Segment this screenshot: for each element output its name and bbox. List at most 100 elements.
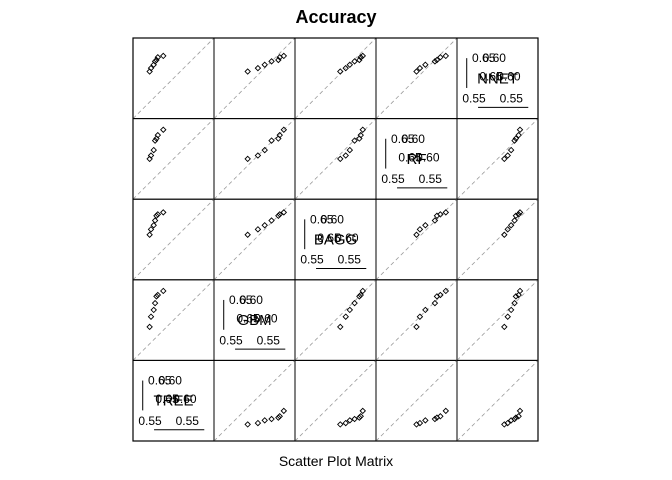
data-point-tree-nnet-6 — [160, 52, 167, 60]
identity-line-r0-c2 — [294, 37, 377, 119]
data-point-gbm-rf-3 — [268, 137, 275, 144]
data-point-gbm-nnet-1 — [254, 64, 262, 72]
data-point-bagg-nnet-6 — [359, 52, 367, 60]
tick-label-upper-a-tree: 0.60 — [159, 374, 183, 388]
data-point-gbm-bagg-5 — [276, 211, 283, 218]
identity-line-r4-c4 — [456, 360, 539, 442]
variable-label-gbm: GBM — [237, 312, 271, 329]
tick-label-right-a-bagg: 0.60 — [335, 231, 359, 245]
tick-label-right-a-gbm: 0.60 — [254, 312, 278, 326]
tick-label-right-b-nnet: 0.65 — [479, 70, 503, 84]
data-point-tree-rf-2 — [150, 146, 157, 154]
data-point-bagg-gbm-0 — [337, 323, 344, 331]
data-point-nnet-rf-1 — [504, 152, 511, 159]
data-point-rf-tree-1 — [416, 419, 424, 427]
data-point-tree-rf-1 — [147, 152, 155, 159]
data-point-gbm-tree-5 — [276, 413, 283, 420]
data-point-rf-bagg-0 — [413, 231, 420, 238]
identity-line-r2-c3 — [375, 198, 458, 281]
identity-line-r3-c0 — [132, 279, 215, 361]
data-point-nnet-gbm-1 — [504, 313, 511, 320]
tick-label-lower-right-nnet: 0.55 — [500, 91, 524, 105]
data-point-gbm-rf-0 — [244, 155, 251, 163]
identity-line-r0-c3 — [375, 37, 458, 119]
tick-label-right-b-tree: 0.65 — [155, 392, 179, 406]
data-point-tree-gbm-3 — [151, 299, 159, 307]
data-point-rf-nnet-4 — [433, 56, 441, 64]
data-point-nnet-bagg-3 — [511, 217, 518, 224]
data-point-rf-nnet-2 — [422, 61, 429, 68]
data-point-gbm-tree-1 — [254, 419, 262, 427]
tick-label-lower-left-rf: 0.55 — [381, 172, 405, 186]
data-point-rf-nnet-6 — [442, 52, 450, 60]
data-point-bagg-gbm-4 — [356, 293, 363, 300]
data-point-nnet-rf-3 — [511, 137, 518, 144]
data-point-bagg-rf-6 — [359, 126, 367, 133]
data-point-rf-tree-2 — [422, 417, 429, 424]
data-point-nnet-bagg-4 — [512, 212, 520, 220]
tick-label-right-b-rf: 0.65 — [398, 150, 422, 164]
tick-label-upper-a-nnet: 0.60 — [483, 51, 507, 65]
tick-label-right-a-nnet: 0.60 — [497, 70, 521, 84]
data-point-tree-gbm-1 — [147, 313, 155, 320]
data-point-gbm-bagg-2 — [261, 222, 268, 229]
data-point-bagg-gbm-1 — [342, 313, 349, 320]
data-point-gbm-bagg-0 — [244, 231, 251, 238]
data-point-bagg-gbm-5 — [357, 291, 364, 299]
tick-label-upper-a-rf: 0.60 — [402, 132, 426, 146]
identity-line-r1-c1 — [213, 118, 296, 200]
data-point-bagg-gbm-2 — [346, 306, 354, 314]
data-point-nnet-bagg-1 — [504, 226, 511, 233]
data-point-tree-bagg-4 — [153, 212, 160, 220]
data-point-gbm-tree-3 — [268, 415, 275, 423]
data-point-tree-gbm-4 — [153, 293, 160, 300]
identity-line-r3-c2 — [294, 279, 377, 361]
data-point-nnet-tree-6 — [516, 407, 524, 415]
data-point-bagg-rf-2 — [346, 146, 354, 154]
data-point-tree-gbm-2 — [150, 306, 157, 314]
data-point-rf-tree-5 — [437, 413, 444, 420]
tick-label-upper-b-gbm: 0.65 — [229, 293, 253, 307]
data-point-bagg-gbm-6 — [359, 287, 367, 295]
data-point-gbm-bagg-6 — [280, 209, 288, 216]
tick-label-upper-b-nnet: 0.65 — [472, 51, 496, 65]
identity-line-r0-c1 — [213, 37, 296, 119]
data-point-tree-rf-6 — [160, 126, 167, 133]
data-point-tree-bagg-6 — [160, 209, 167, 216]
data-point-bagg-tree-6 — [359, 407, 367, 415]
data-point-bagg-tree-5 — [357, 413, 364, 420]
data-point-rf-gbm-0 — [413, 323, 420, 331]
identity-line-r4-c2 — [294, 360, 377, 442]
data-point-nnet-tree-1 — [504, 419, 511, 427]
data-point-tree-nnet-5 — [154, 54, 162, 61]
tick-label-lower-right-tree: 0.55 — [176, 414, 200, 428]
data-point-bagg-tree-2 — [346, 417, 354, 424]
variable-label-nnet: NNET — [477, 70, 518, 87]
data-point-gbm-tree-4 — [275, 414, 282, 421]
data-point-nnet-bagg-5 — [515, 211, 522, 218]
data-point-rf-nnet-3 — [431, 58, 439, 65]
identity-line-r3-c4 — [456, 279, 539, 361]
data-point-rf-bagg-1 — [416, 226, 424, 233]
tick-label-lower-right-bagg: 0.55 — [338, 253, 362, 267]
matrix-frame — [132, 37, 539, 442]
identity-line-r2-c1 — [213, 198, 296, 281]
data-point-bagg-rf-5 — [357, 131, 364, 139]
tick-label-lower-left-gbm: 0.55 — [219, 333, 243, 347]
data-point-rf-nnet-5 — [437, 54, 444, 61]
data-point-nnet-tree-4 — [512, 414, 520, 421]
data-point-rf-bagg-6 — [442, 209, 450, 216]
data-point-nnet-rf-0 — [501, 155, 508, 163]
data-point-nnet-rf-6 — [516, 126, 524, 133]
data-point-rf-nnet-0 — [413, 68, 420, 75]
data-point-rf-gbm-2 — [422, 306, 429, 314]
data-point-nnet-bagg-6 — [516, 209, 524, 216]
identity-line-r3-c3 — [375, 279, 458, 361]
identity-line-r1-c2 — [294, 118, 377, 200]
tick-label-lower-left-tree: 0.55 — [138, 414, 162, 428]
data-point-bagg-tree-4 — [356, 414, 363, 421]
data-point-bagg-rf-3 — [351, 137, 358, 144]
chart-title: Accuracy — [295, 7, 376, 27]
data-point-tree-bagg-5 — [154, 211, 162, 218]
